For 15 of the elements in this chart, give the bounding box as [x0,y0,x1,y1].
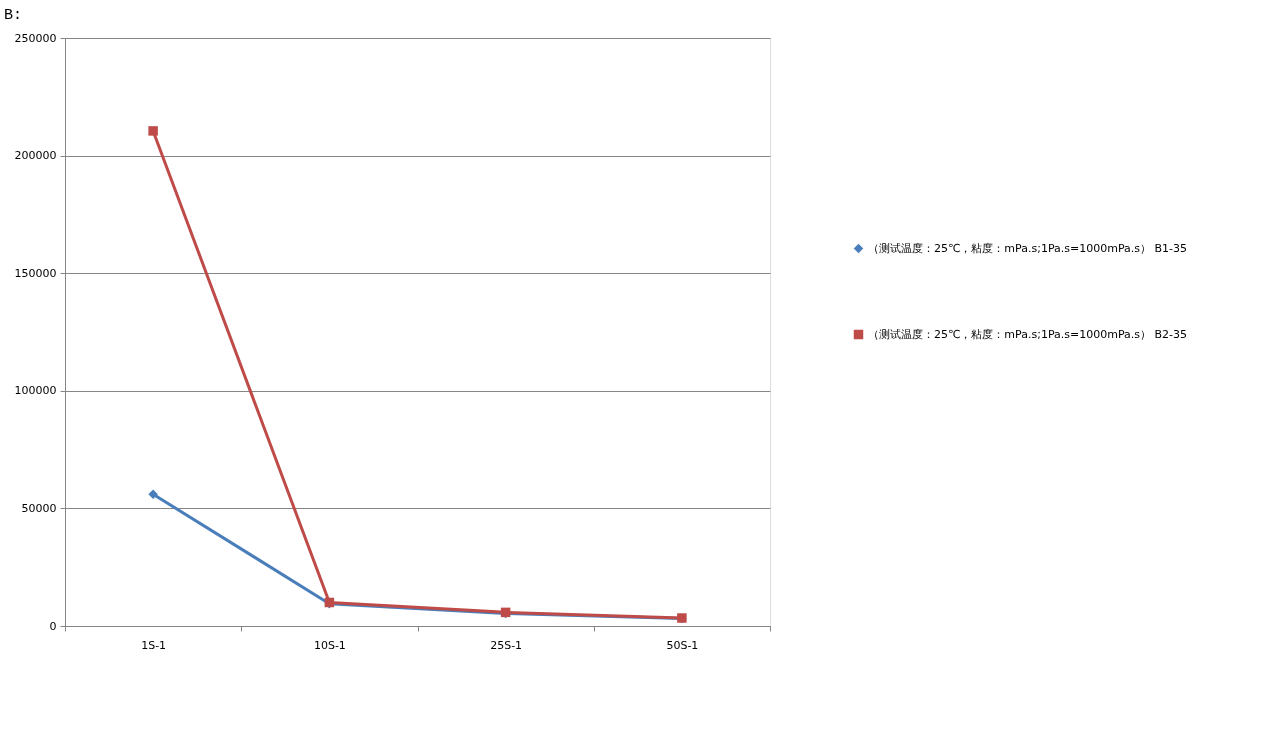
chart-title: B: [4,7,23,24]
y-tick-label: 250000 [14,31,57,45]
y-tick-label: 0 [49,619,57,633]
y-tick-label: 50000 [21,501,57,515]
legend-label: （测试温度：25℃，粘度：mPa.s;1Pa.s=1000mPa.s） B1-35 [868,241,1188,255]
x-tick-label: 1S-1 [141,638,167,652]
y-tick-label: 200000 [14,149,57,163]
x-tick-label: 10S-1 [313,638,346,652]
point [148,126,158,136]
y-tick-label: 100000 [14,384,57,398]
x-tick-label: 25S-1 [490,638,523,652]
point [148,489,158,500]
x-tick-label: 50S-1 [666,638,699,652]
legend-label: （测试温度：25℃，粘度：mPa.s;1Pa.s=1000mPa.s） B2-35 [868,327,1188,341]
y-tick-label: 150000 [14,266,57,280]
